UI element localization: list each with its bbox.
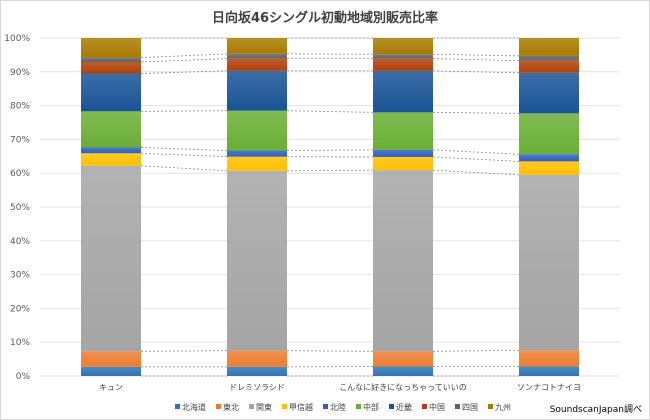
series-line [140,147,228,151]
bar-segment-4-5 [519,154,579,162]
series-line [286,110,374,113]
bar-segment-4-8 [519,60,579,73]
bar-segment-1-4 [81,153,141,166]
legend-swatch [356,404,361,409]
legend-swatch [455,404,460,409]
bar-segment-4-4 [519,161,579,175]
legend-label: 中部 [363,402,379,412]
legend-label: 東北 [223,402,239,412]
legend-label: 中国 [429,402,445,412]
series-line [432,53,520,57]
legend-label: 近畿 [396,402,412,412]
bar-segment-2-1 [227,366,287,376]
y-tick-label: 40% [10,237,30,247]
bar-segment-1-3 [81,165,141,352]
bar-segment-1-7 [81,73,141,112]
y-tick-label: 30% [10,271,30,281]
series-line [432,156,520,162]
bar-segment-3-4 [373,156,433,171]
bar-segment-2-3 [227,170,287,351]
bar-segment-3-8 [373,58,433,71]
legend-label: 関東 [256,402,272,412]
legend-swatch [216,404,221,409]
bar-segment-3-10 [373,38,433,55]
bar-segment-3-1 [373,366,433,376]
y-tick-label: 100% [4,34,30,44]
legend-swatch [249,404,254,409]
bar-segment-3-9 [373,54,433,59]
y-tick-label: 20% [10,304,30,314]
legend-swatch [422,404,427,409]
bar-segment-4-2 [519,350,579,367]
series-line [432,58,520,62]
bar-segment-1-9 [81,57,141,62]
legend-swatch [175,404,180,409]
bar-segment-2-2 [227,350,287,367]
bar-segment-1-10 [81,38,141,58]
legend-label: 四国 [462,403,478,412]
x-tick-label: ソンナコトナイヨ [517,383,581,392]
bar-segment-3-6 [373,112,433,150]
bar-segment-2-8 [227,58,287,71]
chart-title: 日向坂46シングル初動地域別販売比率 [211,11,439,26]
bar-segment-3-7 [373,70,433,113]
bar-segment-2-9 [227,53,287,59]
bar-segment-4-7 [519,72,579,114]
x-tick-label: ドレミソラシド [229,383,285,392]
series-line [286,350,374,352]
y-tick-label: 80% [10,102,30,112]
y-tick-label: 50% [10,203,30,213]
x-tick-label: こんなに好きになっちゃっていいの [339,382,467,392]
bar-segment-2-5 [227,150,287,157]
legend-label: 北陸 [330,402,346,412]
series-line [140,53,228,59]
series-line [286,169,374,172]
bar-segment-4-3 [519,174,579,351]
y-tick-label: 10% [10,338,30,348]
bar-segment-3-5 [373,149,433,157]
bar-segment-3-3 [373,170,433,352]
legend-label: 甲信越 [289,402,313,412]
legend-swatch [389,404,394,409]
bar-segment-3-2 [373,351,433,367]
series-line [140,350,228,352]
y-tick-label: 60% [10,169,30,179]
bar-segment-4-6 [519,113,579,155]
y-tick-label: 0% [16,372,31,382]
y-tick-label: 90% [10,68,30,78]
series-line [140,110,228,112]
bar-segment-4-9 [519,55,579,61]
bar-segment-2-10 [227,38,287,54]
series-line [432,149,520,155]
y-tick-label: 70% [10,135,30,145]
bar-segment-2-7 [227,70,287,111]
bar-segment-2-6 [227,110,287,151]
bar-segment-1-6 [81,111,141,148]
legend-label: 北海道 [182,402,206,412]
bar-segment-1-2 [81,351,141,367]
bar-segment-1-8 [81,61,141,74]
bar-segment-1-1 [81,366,141,376]
series-line [140,152,228,158]
series-line [286,149,374,151]
legend-swatch [282,404,287,409]
bar-segment-1-5 [81,147,141,154]
bar-segment-4-10 [519,38,579,56]
series-line [432,349,520,352]
series-line [432,111,520,114]
legend-swatch [488,404,493,409]
x-tick-label: キュン [99,383,123,392]
legend-label: 九州 [495,403,511,412]
source-credit: SoundscanJapan調べ [549,405,642,415]
series-line [140,165,228,172]
series-line [140,58,228,63]
legend-swatch [323,404,328,409]
series-line [432,169,520,176]
bar-segment-4-1 [519,366,579,376]
bar-segment-2-4 [227,156,287,171]
